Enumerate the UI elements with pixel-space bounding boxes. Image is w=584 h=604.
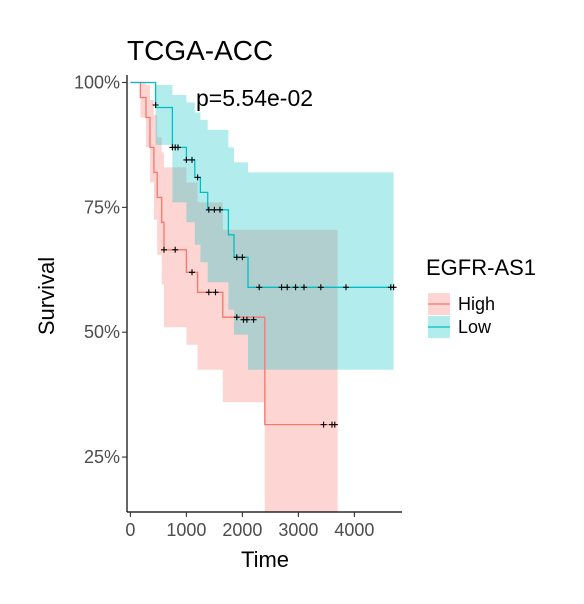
x-axis-label: Time (241, 547, 289, 572)
censor-mark-low (217, 206, 223, 213)
y-axis-label: Survival (34, 257, 59, 335)
censor-mark-low (183, 156, 190, 163)
legend-items: High Low (428, 293, 495, 338)
censor-mark-high (161, 246, 167, 253)
censor-mark-low (175, 144, 181, 151)
censor-mark-high (331, 421, 338, 428)
y-tick-label: 75% (84, 197, 120, 217)
censor-mark-low (292, 284, 299, 291)
censor-mark-low (233, 254, 240, 261)
legend-item-low: Low (428, 316, 492, 338)
confidence-bands (130, 82, 394, 512)
legend-title: EGFR-AS1 (426, 255, 536, 280)
y-tick-label: 25% (84, 447, 120, 467)
ci-band-high (130, 82, 338, 512)
x-tick-label: 3000 (278, 520, 318, 540)
censor-mark-high (233, 314, 240, 321)
x-tick-label: 4000 (334, 520, 374, 540)
censor-mark-high (250, 316, 257, 323)
legend-label-low: Low (458, 317, 492, 337)
survival-curve-low (130, 81, 394, 288)
censor-mark-low (189, 156, 195, 163)
x-axis-ticks: 0 1000 2000 3000 4000 (125, 512, 374, 540)
survival-curves (130, 81, 394, 426)
censor-mark-low (317, 284, 324, 291)
legend-label-high: High (458, 294, 495, 314)
censor-mark-low (343, 284, 349, 291)
censor-mark-high (205, 289, 212, 296)
legend-item-high: High (428, 293, 495, 315)
ci-band-low (130, 82, 394, 370)
survival-curve-high (130, 81, 338, 426)
censor-mark-low (284, 284, 291, 291)
censor-mark-high (243, 316, 250, 323)
legend: EGFR-AS1 High Low (426, 255, 536, 338)
censor-mark-low (194, 174, 201, 181)
censor-mark-low (301, 284, 307, 291)
censor-mark-low (256, 284, 263, 291)
censor-mark-low (390, 284, 397, 291)
censor-mark-low (205, 206, 212, 213)
x-tick-label: 1000 (166, 520, 206, 540)
censor-mark-low (239, 254, 246, 261)
censor-marks (152, 102, 397, 428)
censor-mark-low (211, 206, 218, 213)
chart-title: TCGA-ACC (127, 35, 273, 66)
y-tick-label: 100% (74, 72, 120, 92)
y-axis-ticks: 25% 50% 75% 100% (74, 72, 127, 467)
censor-mark-high (189, 269, 195, 276)
y-tick-label: 50% (84, 322, 120, 342)
censor-mark-high (172, 246, 179, 253)
censor-mark-low (278, 284, 285, 291)
p-value-annotation: p=5.54e-02 (196, 85, 313, 111)
censor-mark-high (152, 102, 159, 108)
x-tick-label: 0 (125, 520, 135, 540)
censor-mark-high (212, 289, 219, 296)
censor-mark-high (320, 421, 327, 428)
plot-area (130, 81, 397, 512)
x-tick-label: 2000 (222, 520, 262, 540)
